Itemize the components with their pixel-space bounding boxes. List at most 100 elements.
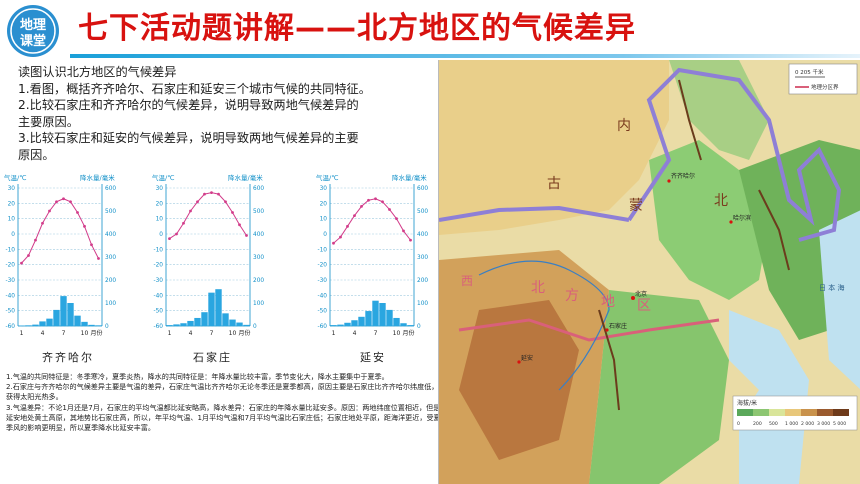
temp-line: [21, 198, 99, 264]
precip-bar: [222, 313, 229, 326]
elevation-swatch: [801, 409, 817, 416]
elevation-tick-label: 5 000: [833, 421, 846, 427]
map-svg: 0 205 千米 地理分区界 海拔/米 0 200 500 1 000 2 000 3 0…: [439, 60, 860, 484]
elevation-title: 海拔/米: [737, 399, 757, 407]
elevation-swatch: [737, 409, 753, 416]
legend-text: 地理分区界: [811, 83, 839, 91]
temp-tick-label: -20: [6, 263, 16, 269]
mountain-ridge-2: [598, 309, 620, 411]
precip-bar: [358, 316, 365, 326]
temp-point: [41, 221, 44, 225]
precip-axis-label: 降水量/毫米: [228, 173, 263, 182]
precip-bar: [379, 303, 386, 326]
precip-bar: [344, 322, 351, 326]
temp-point: [409, 238, 412, 242]
precip-bar: [180, 323, 187, 326]
yellow-river: [478, 260, 610, 391]
precip-bar: [208, 292, 215, 326]
temp-point: [168, 237, 171, 240]
precip-bar: [243, 324, 250, 326]
elevation-swatch: [833, 409, 849, 416]
temp-point: [360, 205, 363, 208]
precip-bar: [337, 324, 344, 326]
temp-point: [189, 209, 192, 213]
answer-1: 1.气温的共同特征是：冬季寒冷，夏季炎热，降水的共同特征是：年降水量比较丰富，季…: [6, 372, 389, 381]
temp-tick-label: -60: [318, 324, 328, 330]
temp-tick-label: 30: [320, 186, 328, 192]
precip-bar: [215, 289, 222, 326]
temp-tick-label: -40: [154, 293, 164, 299]
month-tick-label: 4: [353, 330, 357, 337]
precip-tick-label: 300: [253, 255, 264, 261]
temp-point: [367, 198, 370, 202]
precip-axis-label: 降水量/毫米: [392, 173, 427, 182]
north-region-map: 0 205 千米 地理分区界 海拔/米 0 200 500 1 000 2 000 3 0…: [438, 60, 860, 484]
temp-point: [402, 229, 405, 233]
logo-line2: 课堂: [20, 33, 46, 49]
temp-point: [332, 241, 335, 245]
temp-point: [97, 257, 100, 260]
temp-axis-label: 气温/℃: [4, 173, 27, 182]
precip-bar: [229, 319, 236, 326]
temp-tick-label: -50: [6, 309, 16, 315]
precip-tick-label: 400: [253, 232, 264, 238]
northeast-plain: [649, 140, 769, 300]
precip-bar: [393, 317, 400, 326]
mountain-ridge-3: [758, 189, 790, 271]
temp-point: [217, 192, 220, 196]
temp-point: [381, 200, 384, 204]
temp-tick-label: 20: [8, 201, 16, 207]
logo-line1: 地理: [20, 17, 46, 33]
answer-block: 1.气温的共同特征是：冬季寒冷，夏季炎热，降水的共同特征是：年降水量比较丰富，季…: [6, 372, 444, 433]
precip-bar: [32, 324, 39, 326]
temp-point: [353, 214, 356, 217]
temp-tick-label: 0: [159, 232, 163, 238]
temp-tick-label: -20: [154, 263, 164, 269]
label-nei: 内: [617, 118, 631, 134]
temp-axis-label: 气温/℃: [152, 173, 175, 182]
label-harbin: 哈尔滨: [733, 214, 751, 222]
temp-point: [238, 223, 241, 227]
elevation-tick-label: 500: [769, 421, 778, 427]
temp-tick-label: 0: [11, 232, 15, 238]
label-yanan: 延安: [521, 354, 533, 362]
temp-tick-label: 10: [8, 217, 16, 223]
precip-tick-label: 500: [253, 209, 264, 215]
temp-point: [69, 200, 72, 204]
temp-point: [20, 261, 23, 265]
answer-3: 3.气温差异：不论1月还是7月，石家庄的平均气温都比延安略高，降水差异：石家庄的…: [6, 402, 441, 433]
month-tick-label: 7: [62, 330, 66, 337]
precip-bar: [187, 320, 194, 326]
precip-bar: [74, 315, 81, 326]
month-tick-label: 1: [332, 330, 336, 337]
city-name-yanan: 延安: [360, 351, 386, 364]
label-beijing: 北京: [635, 290, 647, 298]
mountain-area: [459, 300, 579, 460]
precip-tick-label: 300: [105, 255, 116, 261]
label-sea-of-japan: 日 本 海: [819, 283, 844, 292]
precip-tick-label: 600: [417, 186, 428, 192]
month-tick-label: 7: [210, 330, 214, 337]
label-fang: 方: [565, 288, 579, 304]
month-tick-label: 10: [229, 330, 237, 337]
temp-tick-label: -60: [6, 324, 16, 330]
city-dot-beijing: [631, 296, 635, 300]
month-tick-label: 7: [374, 330, 378, 337]
elevation-tick-label: 2 000: [801, 421, 814, 427]
elevation-tick-label: 200: [753, 421, 762, 427]
elevation-tick-label: 0: [737, 421, 740, 427]
precip-axis-label: 降水量/毫米: [80, 173, 115, 182]
month-unit-label: 月份: [403, 329, 415, 337]
temp-point: [34, 238, 37, 242]
temp-tick-label: 30: [8, 186, 16, 192]
precip-tick-label: 0: [105, 324, 109, 330]
temp-tick-label: -10: [154, 247, 164, 253]
month-tick-label: 4: [41, 330, 45, 337]
question-3-line1: 3.比较石家庄和延安的气候差异，说明导致两地气候差异的主要: [18, 131, 359, 145]
question-2-line2: 主要原因。: [18, 114, 79, 129]
label-qiqihar: 齐齐哈尔: [671, 172, 695, 180]
precip-tick-label: 500: [417, 209, 428, 215]
temp-point: [231, 211, 234, 214]
month-tick-label: 1: [20, 330, 24, 337]
region-boundary-northeast: [627, 67, 842, 242]
